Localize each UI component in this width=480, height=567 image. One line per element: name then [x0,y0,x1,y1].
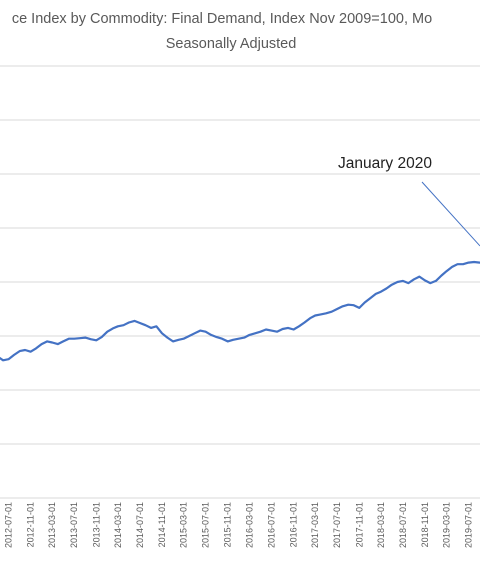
x-axis-ticks: 2012-07-01 2012-11-01 2013-03-01 2013-07-01… [4,502,474,548]
x-tick-label: 2013-11-01 [91,502,101,547]
x-tick-label: 2014-03-01 [113,502,123,548]
x-tick-label: 2016-11-01 [289,502,299,547]
annotation-pointer [421,181,480,247]
x-tick-label: 2015-03-01 [179,502,189,548]
x-tick-label: 2015-11-01 [223,502,233,547]
x-tick-label: 2015-07-01 [201,502,211,548]
x-tick-label: 2013-07-01 [69,502,79,548]
gridlines [0,65,480,445]
x-tick-label: 2017-03-01 [310,502,320,548]
series-group [0,260,480,362]
x-tick-label: 2018-07-01 [398,502,408,548]
x-tick-label: 2018-11-01 [420,502,430,547]
x-tick-label: 2018-03-01 [376,502,386,548]
annotation-label: January 2020 [338,155,432,172]
x-tick-label: 2012-07-01 [4,502,14,548]
x-tick-label: 2016-07-01 [266,502,276,548]
chart-title-line2: Seasonally Adjusted [166,36,297,52]
x-tick-label: 2014-07-01 [135,502,145,548]
x-tick-label: 2019-03-01 [442,502,452,548]
x-tick-label: 2017-11-01 [354,502,364,547]
x-tick-label: 2016-03-01 [244,502,254,548]
x-tick-label: 2019-07-01 [464,502,474,548]
x-tick-label: 2017-07-01 [332,502,342,548]
chart-title-line1: ce Index by Commodity: Final Demand, Ind… [12,11,432,27]
x-tick-label: 2012-11-01 [26,502,36,547]
series-line [0,260,480,362]
x-tick-label: 2013-03-01 [47,502,57,548]
x-tick-label: 2014-11-01 [157,502,167,547]
